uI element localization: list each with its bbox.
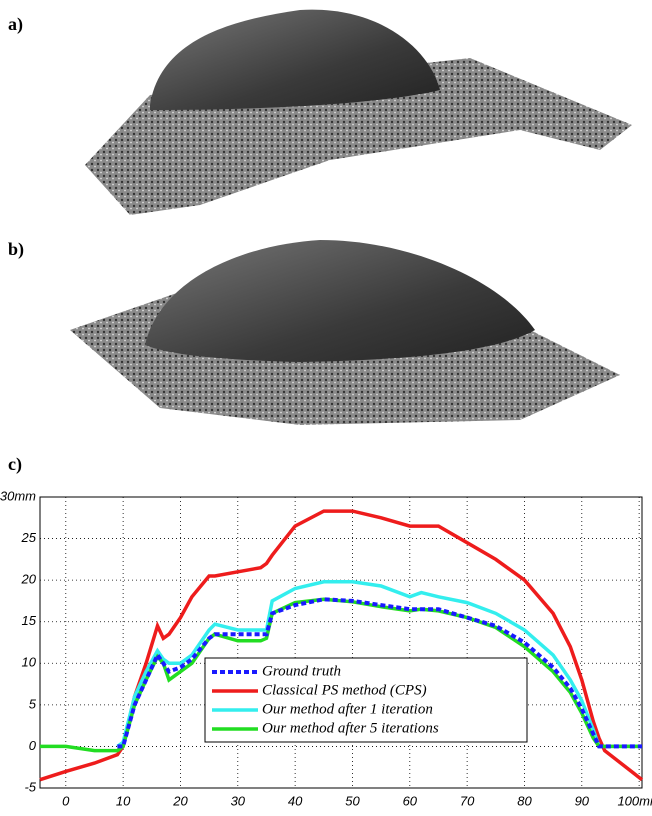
panel-label: b)	[8, 239, 24, 260]
x-tick-label: 20	[172, 793, 188, 808]
y-tick-label: -5	[24, 779, 36, 794]
render-a	[85, 9, 632, 215]
legend	[204, 657, 528, 743]
legend-label: Our method after 5 iterations	[262, 720, 439, 736]
x-tick-label: 80	[517, 793, 532, 808]
x-tick-label: 0	[62, 793, 70, 808]
y-tick-label: 30mm	[0, 488, 36, 503]
series-line	[117, 597, 642, 749]
x-tick-label: 100mm	[617, 793, 652, 808]
x-tick-label: 50	[345, 793, 360, 808]
legend-label: Our method after 1 iteration	[262, 701, 433, 717]
render-b	[70, 240, 620, 425]
series-line	[116, 580, 642, 749]
x-tick-label: 10	[116, 793, 131, 808]
x-tick-label: 60	[403, 793, 418, 808]
series-line	[39, 509, 644, 782]
x-tick-label: 30	[231, 793, 246, 808]
y-tick-label: 10	[22, 655, 37, 670]
panel-label: a)	[8, 14, 23, 35]
y-tick-label: 0	[29, 738, 37, 753]
y-tick-label: 20	[21, 572, 37, 587]
x-tick-label: 70	[460, 793, 475, 808]
panel-label: c)	[8, 454, 22, 475]
x-tick-label: 40	[288, 793, 303, 808]
legend-label: Classical PS method (CPS)	[262, 682, 427, 698]
y-tick-label: 25	[21, 530, 37, 545]
y-tick-label: 15	[22, 613, 37, 628]
legend-label: Ground truth	[262, 663, 341, 679]
plot-frame	[39, 496, 643, 789]
x-tick-label: 90	[575, 793, 590, 808]
y-tick-label: 5	[29, 696, 37, 711]
